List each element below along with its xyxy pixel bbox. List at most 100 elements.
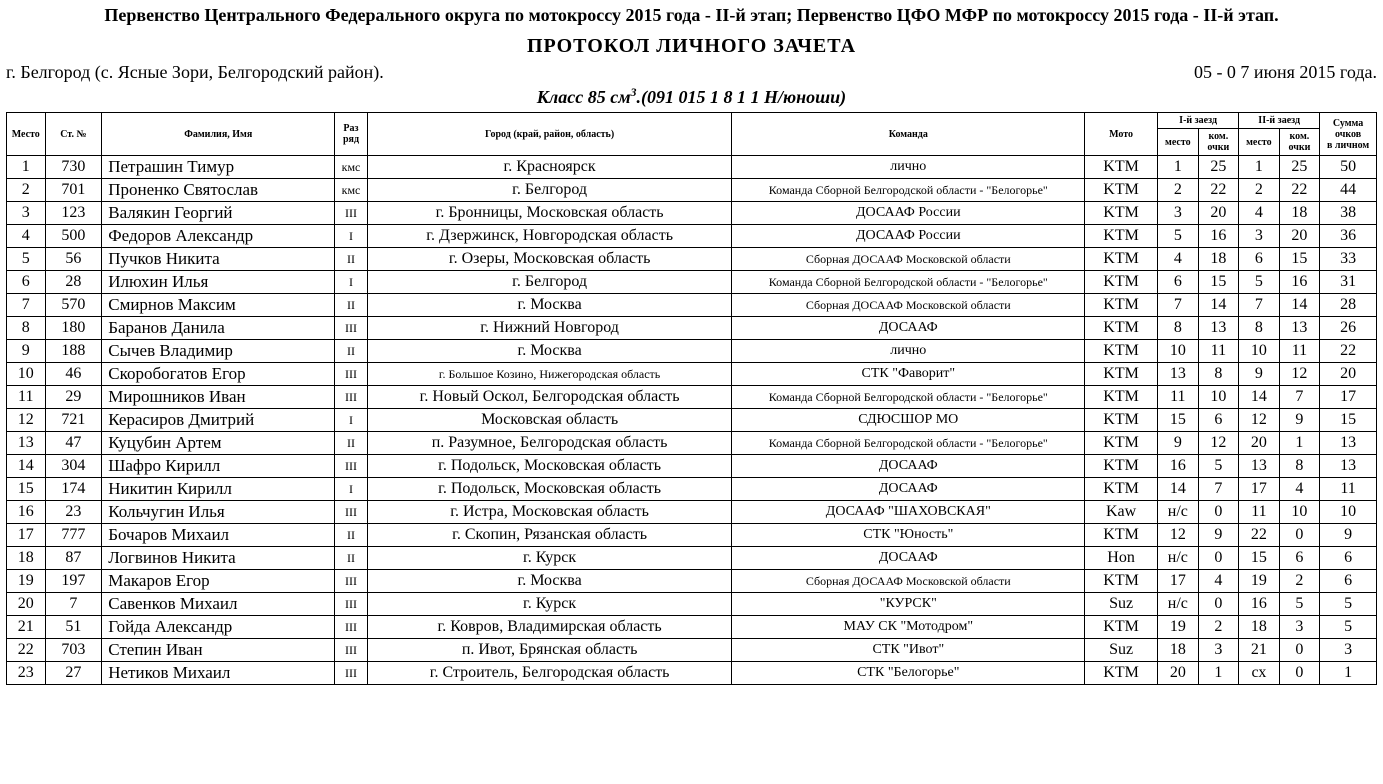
cell-team: Команда Сборной Белгородской области - "… [732, 271, 1085, 294]
cell-h1-pts: 11 [1198, 340, 1239, 363]
cell-sum: 31 [1320, 271, 1377, 294]
cell-st-no: 56 [45, 248, 102, 271]
cell-place: 7 [7, 294, 46, 317]
cell-name: Куцубин Артем [102, 432, 335, 455]
table-body: 1730Петрашин Тимуркмсг. КрасноярскличноK… [7, 156, 1377, 685]
cell-h1-place: 7 [1158, 294, 1199, 317]
cell-sum: 5 [1320, 593, 1377, 616]
cell-place: 13 [7, 432, 46, 455]
cell-h2-place: 2 [1239, 179, 1280, 202]
cell-team: ДОСААФ "ШАХОВСКАЯ" [732, 501, 1085, 524]
cell-sum: 22 [1320, 340, 1377, 363]
table-row: 1046Скоробогатов ЕгорIIIг. Большое Козин… [7, 363, 1377, 386]
cell-st-no: 29 [45, 386, 102, 409]
cell-city: г. Скопин, Рязанская область [367, 524, 732, 547]
cell-h1-place: н/с [1158, 547, 1199, 570]
cell-h1-place: 15 [1158, 409, 1199, 432]
cell-h1-pts: 18 [1198, 248, 1239, 271]
th-h2-place: место [1239, 129, 1280, 156]
cell-city: г. Курск [367, 593, 732, 616]
cell-st-no: 197 [45, 570, 102, 593]
cell-h1-pts: 2 [1198, 616, 1239, 639]
cell-razryad: I [335, 225, 367, 248]
cell-h1-place: 19 [1158, 616, 1199, 639]
cell-city: г. Бронницы, Московская область [367, 202, 732, 225]
cell-h2-pts: 20 [1279, 225, 1320, 248]
cell-st-no: 47 [45, 432, 102, 455]
cell-h2-place: 22 [1239, 524, 1280, 547]
cell-name: Бочаров Михаил [102, 524, 335, 547]
cell-city: г. Москва [367, 340, 732, 363]
cell-sum: 13 [1320, 432, 1377, 455]
cell-city: г. Озеры, Московская область [367, 248, 732, 271]
cell-place: 10 [7, 363, 46, 386]
cell-team: лично [732, 156, 1085, 179]
cell-h2-pts: 8 [1279, 455, 1320, 478]
cell-h1-pts: 10 [1198, 386, 1239, 409]
cell-name: Савенков Михаил [102, 593, 335, 616]
cell-city: г. Белгород [367, 179, 732, 202]
cell-h1-pts: 22 [1198, 179, 1239, 202]
cell-team: Сборная ДОСААФ Московской области [732, 294, 1085, 317]
cell-h1-place: 3 [1158, 202, 1199, 225]
cell-razryad: III [335, 202, 367, 225]
cell-h2-pts: 25 [1279, 156, 1320, 179]
cell-sum: 15 [1320, 409, 1377, 432]
cell-h1-pts: 14 [1198, 294, 1239, 317]
th-h2-pts: ком. очки [1279, 129, 1320, 156]
cell-place: 15 [7, 478, 46, 501]
page-title: Первенство Центрального Федерального окр… [6, 4, 1377, 27]
cell-razryad: II [335, 340, 367, 363]
cell-moto: KTM [1085, 524, 1158, 547]
cell-moto: KTM [1085, 294, 1158, 317]
cell-place: 8 [7, 317, 46, 340]
cell-h2-place: 19 [1239, 570, 1280, 593]
cell-h2-pts: 10 [1279, 501, 1320, 524]
cell-team: СТК "Фаворит" [732, 363, 1085, 386]
cell-sum: 10 [1320, 501, 1377, 524]
cell-name: Валякин Георгий [102, 202, 335, 225]
cell-place: 11 [7, 386, 46, 409]
cell-h1-pts: 16 [1198, 225, 1239, 248]
cell-h2-place: 5 [1239, 271, 1280, 294]
cell-razryad: III [335, 501, 367, 524]
cell-moto: KTM [1085, 386, 1158, 409]
cell-st-no: 46 [45, 363, 102, 386]
cell-city: г. Истра, Московская область [367, 501, 732, 524]
cell-team: ДОСААФ [732, 547, 1085, 570]
cell-name: Макаров Егор [102, 570, 335, 593]
cell-h2-place: 3 [1239, 225, 1280, 248]
table-row: 17777Бочаров МихаилIIг. Скопин, Рязанска… [7, 524, 1377, 547]
location-text: г. Белгород (с. Ясные Зори, Белгородский… [6, 62, 384, 83]
cell-razryad: III [335, 616, 367, 639]
cell-h1-pts: 12 [1198, 432, 1239, 455]
cell-h1-pts: 15 [1198, 271, 1239, 294]
cell-name: Баранов Данила [102, 317, 335, 340]
cell-place: 22 [7, 639, 46, 662]
cell-h2-place: 20 [1239, 432, 1280, 455]
th-place: Место [7, 113, 46, 156]
table-row: 207Савенков МихаилIIIг. Курск"КУРСК"Suzн… [7, 593, 1377, 616]
cell-st-no: 730 [45, 156, 102, 179]
cell-st-no: 28 [45, 271, 102, 294]
cell-h2-place: 13 [1239, 455, 1280, 478]
cell-name: Сычев Владимир [102, 340, 335, 363]
cell-sum: 9 [1320, 524, 1377, 547]
cell-h1-pts: 3 [1198, 639, 1239, 662]
table-row: 1129Мирошников ИванIIIг. Новый Оскол, Бе… [7, 386, 1377, 409]
th-heat1: I-й заезд [1158, 113, 1239, 129]
cell-razryad: II [335, 524, 367, 547]
cell-h1-pts: 0 [1198, 593, 1239, 616]
cell-sum: 3 [1320, 639, 1377, 662]
cell-city: п. Разумное, Белгородская область [367, 432, 732, 455]
cell-team: СТК "Юность" [732, 524, 1085, 547]
cell-moto: KTM [1085, 179, 1158, 202]
cell-h2-place: 17 [1239, 478, 1280, 501]
th-h1-pts: ком. очки [1198, 129, 1239, 156]
cell-h2-pts: 16 [1279, 271, 1320, 294]
cell-h2-pts: 13 [1279, 317, 1320, 340]
cell-h1-place: 16 [1158, 455, 1199, 478]
cell-name: Проненко Святослав [102, 179, 335, 202]
cell-city: г. Дзержинск, Новгородская область [367, 225, 732, 248]
th-team: Команда [732, 113, 1085, 156]
